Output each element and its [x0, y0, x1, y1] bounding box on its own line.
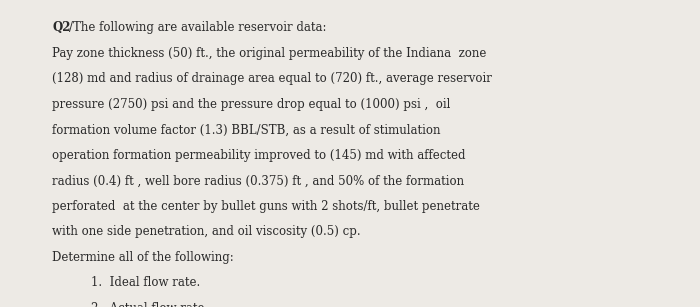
Text: Pay zone thickness (50) ft., the original permeability of the Indiana  zone: Pay zone thickness (50) ft., the origina…: [52, 47, 487, 60]
Text: 1.  Ideal flow rate.: 1. Ideal flow rate.: [91, 276, 200, 289]
Text: Determine all of the following:: Determine all of the following:: [52, 251, 234, 264]
Text: perforated  at the center by bullet guns with 2 shots/ft, bullet penetrate: perforated at the center by bullet guns …: [52, 200, 480, 213]
Text: Q2: Q2: [52, 21, 71, 34]
Text: radius (0.4) ft , well bore radius (0.375) ft , and 50% of the formation: radius (0.4) ft , well bore radius (0.37…: [52, 174, 465, 187]
Text: pressure (2750) psi and the pressure drop equal to (1000) psi ,  oil: pressure (2750) psi and the pressure dro…: [52, 98, 451, 111]
Text: formation volume factor (1.3) BBL/STB, as a result of stimulation: formation volume factor (1.3) BBL/STB, a…: [52, 123, 441, 136]
Text: with one side penetration, and oil viscosity (0.5) cp.: with one side penetration, and oil visco…: [52, 225, 361, 238]
Text: 2.  Actual flow rate.: 2. Actual flow rate.: [91, 302, 209, 307]
Text: /The following are available reservoir data:: /The following are available reservoir d…: [69, 21, 327, 34]
Text: (128) md and radius of drainage area equal to (720) ft., average reservoir: (128) md and radius of drainage area equ…: [52, 72, 492, 85]
Text: operation formation permeability improved to (145) md with affected: operation formation permeability improve…: [52, 149, 466, 162]
